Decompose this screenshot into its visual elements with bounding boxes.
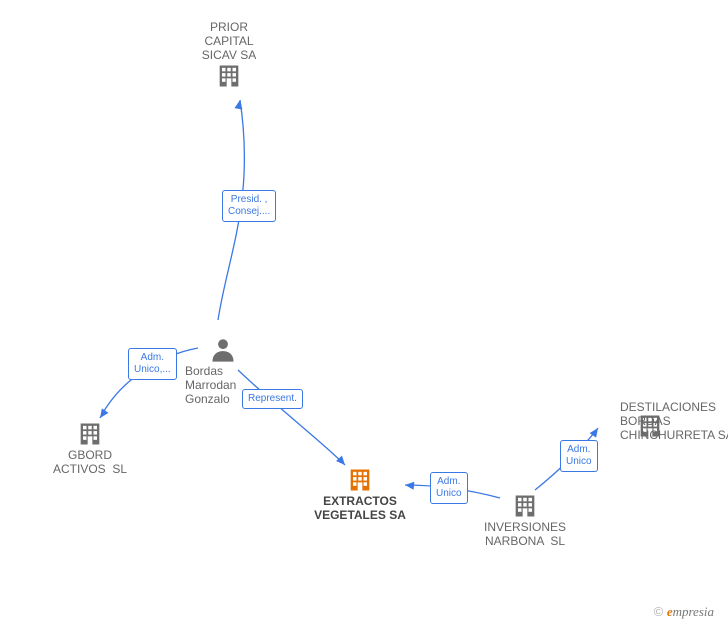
diagram-stage: PRIOR CAPITAL SICAV SA Bordas Marrodan G… (0, 0, 728, 630)
edge-label-adm-unico-destilaciones: Adm. Unico (560, 440, 598, 472)
building-icon (45, 420, 135, 448)
person-icon (183, 336, 263, 364)
building-icon (310, 466, 410, 494)
edge-label-represent: Represent. (242, 389, 303, 409)
copyright-symbol: © (654, 604, 664, 619)
node-destilaciones-bordas[interactable]: DESTILACIONES BORDAS CHINCHURRETA SA (580, 394, 720, 442)
node-label: EXTRACTOS VEGETALES SA (310, 494, 410, 522)
node-inversiones-narbona[interactable]: INVERSIONES NARBONA SL (475, 492, 575, 548)
building-icon (199, 62, 259, 90)
node-extractos-vegetales[interactable]: EXTRACTOS VEGETALES SA (310, 466, 410, 522)
building-icon (475, 492, 575, 520)
node-prior-capital[interactable]: PRIOR CAPITAL SICAV SA (199, 20, 259, 90)
node-label: GBORD ACTIVOS SL (45, 448, 135, 476)
edge-label-adm-unico-extractos: Adm. Unico (430, 472, 468, 504)
watermark: © empresia (654, 604, 714, 620)
edge-label-adm-unico-gbord: Adm. Unico,... (128, 348, 177, 380)
node-label: INVERSIONES NARBONA SL (475, 520, 575, 548)
node-gbord-activos[interactable]: GBORD ACTIVOS SL (45, 420, 135, 476)
edges-layer (0, 0, 728, 630)
node-label: DESTILACIONES BORDAS CHINCHURRETA SA (620, 400, 720, 442)
brand-name: empresia (667, 604, 714, 619)
edge-label-presid: Presid. , Consej.... (222, 190, 276, 222)
node-label: PRIOR CAPITAL SICAV SA (199, 20, 259, 62)
